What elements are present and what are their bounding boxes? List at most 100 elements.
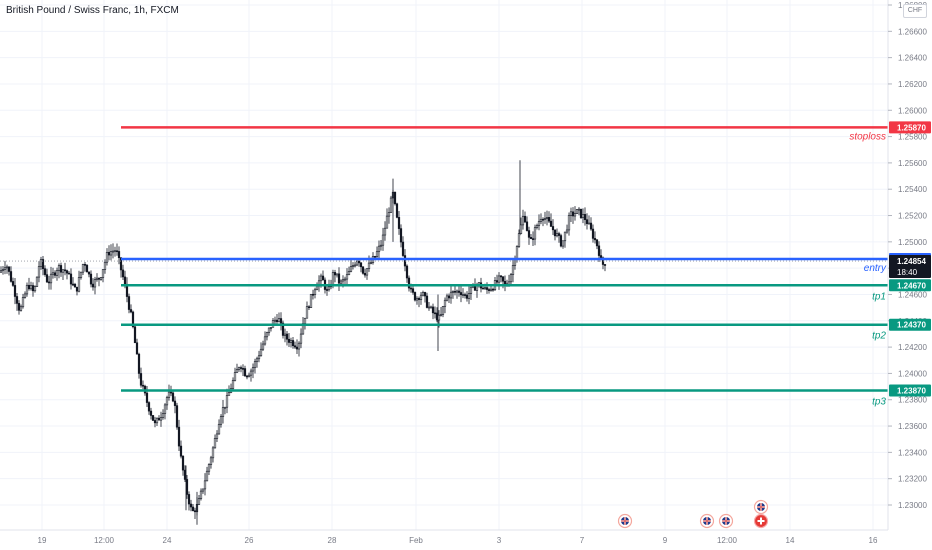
candle: [255, 356, 259, 368]
candle: [157, 415, 161, 421]
candle: [577, 207, 581, 216]
candle: [529, 233, 533, 240]
candle: [271, 318, 275, 328]
last-price-text: 1.24854: [897, 257, 926, 266]
candle: [209, 455, 213, 469]
candle: [285, 331, 289, 346]
bar-countdown-text: 18:40: [897, 268, 918, 277]
candle: [309, 293, 313, 309]
candle: [559, 233, 563, 248]
horizontal-levels[interactable]: stoploss entry tp1 tp2 tp3: [121, 126, 888, 408]
candle: [297, 341, 301, 357]
level-price-badge: [889, 318, 931, 331]
candle: [165, 395, 169, 410]
candle: [347, 266, 351, 276]
candle: [535, 223, 539, 230]
candle: [151, 415, 155, 421]
candle: [5, 264, 9, 274]
candle: [67, 271, 71, 275]
candle: [453, 285, 457, 296]
candle: [239, 365, 243, 373]
price-tick-label: 1.23200: [898, 475, 927, 484]
gb-flag-icon[interactable]: [699, 513, 715, 529]
price-tick-label: 1.25400: [898, 185, 927, 194]
currency-selector[interactable]: CHF: [903, 4, 927, 18]
candle: [59, 262, 63, 277]
candle: [387, 207, 391, 224]
symbol-title[interactable]: British Pound / Swiss Franc, 1h, FXCM: [6, 5, 179, 16]
candle: [353, 262, 357, 268]
level-price-text: 1.23870: [897, 387, 926, 396]
candle: [211, 446, 215, 463]
candle: [41, 256, 45, 276]
candle: [45, 268, 49, 283]
time-tick-label: 12:00: [717, 536, 738, 545]
time-tick-label: 9: [663, 536, 668, 545]
price-tick-label: 1.26600: [898, 27, 927, 36]
level-price-badge: [889, 279, 931, 292]
candle: [25, 282, 29, 297]
candle: [399, 224, 403, 248]
candle: [235, 363, 239, 373]
candle: [149, 407, 153, 420]
candle: [223, 406, 227, 415]
candle: [443, 297, 447, 314]
price-tick-label: 1.23400: [898, 448, 927, 457]
candle: [421, 290, 425, 297]
candle: [335, 273, 339, 278]
level-price-text: 1.24370: [897, 321, 926, 330]
candle: [541, 217, 545, 227]
candle: [569, 207, 573, 223]
candle: [61, 269, 65, 281]
gb-flag-icon[interactable]: [753, 499, 769, 515]
candle: [263, 331, 267, 346]
ch-flag-icon[interactable]: [753, 513, 769, 529]
candle: [351, 262, 355, 270]
candle: [103, 259, 107, 274]
candle: [311, 289, 315, 300]
time-tick-label: 3: [497, 536, 502, 545]
candle: [95, 273, 99, 282]
candle: [139, 367, 143, 388]
level-label-tp3: tp3: [872, 397, 886, 408]
candle: [389, 195, 393, 213]
candle: [429, 305, 433, 309]
candle: [253, 358, 257, 374]
candle: [75, 286, 79, 296]
time-tick-label: Feb: [409, 536, 423, 545]
price-tick-label: 1.26000: [898, 106, 927, 115]
candle: [333, 269, 337, 283]
price-tick-label: 1.23600: [898, 422, 927, 431]
candle: [561, 240, 565, 249]
level-label-tp2: tp2: [872, 331, 886, 342]
candle: [101, 269, 105, 283]
time-axis[interactable]: 19 12:00 24 26 28 Feb 3 7 9 12:00 14 16: [38, 536, 878, 545]
candle: [1, 266, 5, 275]
candle: [201, 488, 205, 494]
gb-flag-icon[interactable]: [617, 513, 633, 529]
candle: [425, 292, 429, 309]
candle: [547, 211, 551, 223]
candle: [39, 256, 43, 270]
candle: [153, 416, 157, 428]
candle: [7, 266, 11, 276]
candle: [97, 277, 101, 287]
candle: [375, 246, 379, 259]
candle: [579, 208, 583, 220]
candle: [543, 211, 547, 224]
time-tick-label: 28: [328, 536, 337, 545]
price-badges: 1.258701.248701.246701.243701.238701.248…: [889, 121, 931, 397]
candle: [455, 289, 459, 299]
candle: [359, 262, 363, 273]
candle: [465, 291, 469, 302]
candle: [385, 208, 389, 229]
candle: [377, 240, 381, 259]
economic-events[interactable]: [617, 499, 769, 529]
candle: [449, 286, 453, 304]
candle: [107, 245, 111, 261]
candle: [17, 300, 21, 315]
gb-flag-icon[interactable]: [718, 513, 734, 529]
candle: [277, 312, 281, 323]
